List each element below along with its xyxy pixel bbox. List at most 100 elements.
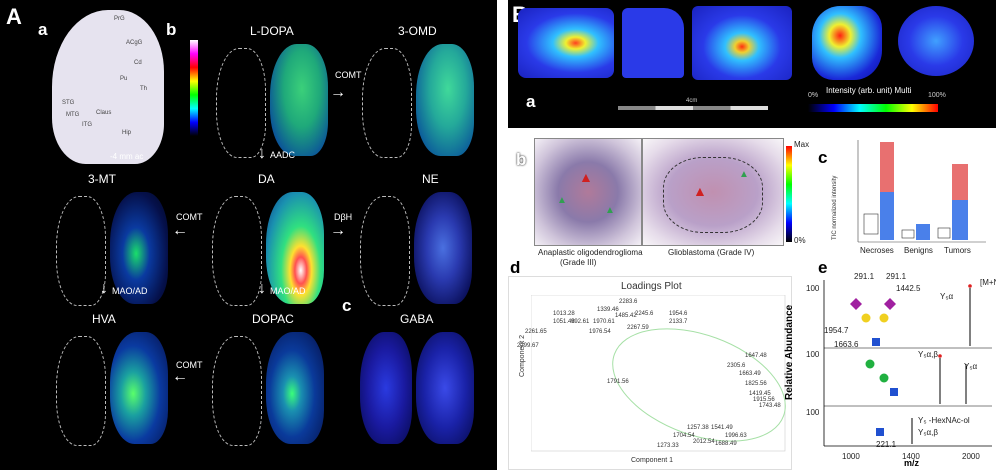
spectrum-ytick: 100 [806, 350, 820, 359]
slice-outline [56, 336, 106, 446]
boxplot-category: Tumors [944, 246, 971, 255]
loading-point: 1541.49 [711, 425, 733, 431]
atlas-label: Cd [134, 60, 142, 66]
peak-annotation: Y₅α [964, 362, 978, 371]
intensity-colorbar [808, 104, 938, 112]
loading-point: 1051.48 [553, 319, 575, 325]
compound-label-ldopa: L-DOPA [250, 24, 294, 38]
histology-image-2: ▲ ▲ [642, 138, 784, 246]
slice-outline [362, 48, 412, 158]
intensity-max-label: 100% [928, 92, 946, 99]
loading-point: 1273.33 [657, 443, 679, 449]
spectrum-xtick: 2000 [962, 452, 980, 461]
loading-point: 1485.42 [615, 313, 637, 319]
loading-point: 1419.45 [749, 391, 771, 397]
loading-point: 1791.56 [607, 379, 629, 385]
loading-point: 1257.38 [687, 425, 709, 431]
enzyme-label: AADC [270, 150, 296, 160]
enzyme-label: COMT [335, 70, 362, 80]
scale-bar [618, 106, 768, 110]
glycan-mannose-icon [879, 373, 889, 383]
loading-point: 1688.49 [715, 441, 737, 447]
enzyme-label: COMT [176, 212, 203, 222]
intensity-colorbar [190, 40, 198, 136]
spectrum-ytick: 100 [806, 284, 820, 293]
peak-annotation: [M+Na]⁺ [980, 278, 996, 287]
subpanel-bd-label: d [510, 258, 521, 277]
atlas-label: ACgG [126, 40, 143, 46]
ms-image [622, 8, 684, 78]
atlas-label: Hip [122, 130, 132, 136]
atlas-label: Pu [120, 76, 128, 82]
peak-annotation: Y₅α [940, 292, 954, 301]
arrow-down-icon: ↓ [258, 280, 266, 297]
loading-point: 1647.48 [745, 353, 767, 359]
box-tumors [937, 227, 951, 239]
loadings-ylabel: Component 2 [519, 334, 526, 377]
boxplot-category: Necroses [860, 246, 894, 255]
colorbar-max: Max [794, 140, 810, 149]
arrow-left-icon: ← [172, 368, 188, 385]
spectrum-ytick: 100 [806, 408, 820, 417]
loading-point: 1013.28 [553, 311, 575, 317]
glycan-mannose-icon [865, 359, 875, 369]
compound-label-hva: HVA [92, 312, 116, 326]
dopac-image [266, 332, 324, 444]
arrow-down-icon: ↓ [258, 145, 266, 162]
scatter-tumors-outliers [952, 164, 968, 200]
peak-marker [938, 354, 942, 358]
loading-point: 2299.67 [517, 343, 539, 349]
tumor-outline [663, 157, 763, 233]
panel-a: A a PrG ACgG Cd Pu Th ITG Hip STG MTG Cl… [0, 0, 497, 470]
panel-a-letter: A [6, 4, 22, 29]
enzyme-label: DβH [334, 212, 353, 222]
ne-image [414, 192, 472, 304]
subpanel-bb-label: b [516, 150, 527, 169]
peak-annotation: Y₅α,β [918, 428, 939, 437]
omd-image [416, 44, 474, 156]
ms-image [812, 6, 882, 80]
gaba-image-2 [416, 332, 474, 444]
loading-point: 2261.65 [525, 329, 547, 335]
subpanel-a-label: a [38, 20, 48, 39]
loading-point: 2305.6 [727, 363, 746, 369]
enzyme-label: MAO/AD [112, 286, 148, 296]
slice-outline [212, 336, 262, 446]
glycan-galactose-icon [861, 313, 871, 323]
subpanel-be-label: e [818, 258, 828, 277]
atlas-label: STG [62, 100, 75, 106]
spectrum-xlabel: m/z [904, 458, 920, 468]
peak-label: 221.1 [876, 440, 897, 449]
scale-label: 4cm [686, 98, 698, 104]
compound-label-da: DA [258, 172, 275, 186]
arrow-right-icon: → [330, 84, 346, 101]
boxplot-ylabel: TIC normalized intensity [832, 175, 838, 240]
atlas-label: MTG [66, 112, 80, 118]
loading-point: 2245.6 [635, 311, 654, 317]
tumor1-label: Anaplastic oligodendroglioma [538, 248, 643, 257]
loading-point: 1954.6 [669, 311, 688, 317]
colorbar-min: 0% [794, 236, 806, 245]
loadings-frame [531, 295, 786, 452]
peak-label: 1663.6 [834, 340, 859, 349]
loading-point: 1704.54 [673, 433, 695, 439]
atlas-label: ITG [82, 122, 92, 128]
loadings-plot: Loadings Plot Component 2 Component 1 10… [508, 276, 792, 470]
atlas-label: Claus [96, 110, 112, 116]
atlas-section: PrG ACgG Cd Pu Th ITG Hip STG MTG Claus [52, 10, 164, 164]
compound-label-gaba: GABA [400, 312, 434, 326]
ms-image-strip: B a 4cm 0% 100% Intensity (arb. unit) Mu… [508, 0, 996, 128]
loading-point: 1743.48 [759, 403, 781, 409]
intensity-label: Intensity (arb. unit) Multi [826, 86, 912, 95]
marker-arrow-icon: ▲ [605, 205, 615, 216]
subpanel-c-label: c [342, 296, 352, 315]
loading-point: 1976.54 [589, 329, 611, 335]
scatter-necroses-outliers [880, 142, 894, 192]
marker-arrow-icon: ▲ [739, 169, 749, 180]
marker-arrow-icon: ▲ [693, 183, 707, 199]
da-image [266, 192, 324, 304]
peak-marker [968, 284, 972, 288]
slice-outline [360, 196, 410, 306]
loading-point: 1996.63 [725, 433, 747, 439]
glycan-neuac-icon [884, 298, 896, 310]
